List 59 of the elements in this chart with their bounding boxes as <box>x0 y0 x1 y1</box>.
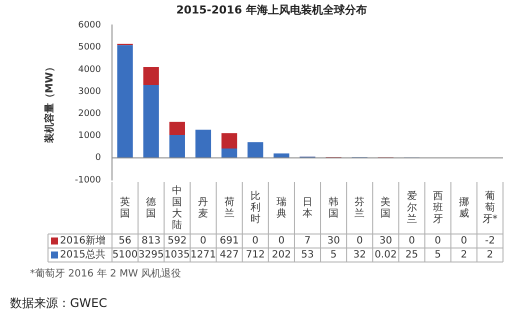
x-tick-label: 爱尔兰 <box>406 190 417 226</box>
data-label: 0 <box>200 236 206 247</box>
data-label: 53 <box>301 250 314 261</box>
y-tick-label: 1000 <box>78 131 102 142</box>
data-label: 0.02 <box>374 250 397 261</box>
data-label: 32 <box>353 250 366 261</box>
x-tick-label: 德国 <box>146 196 156 220</box>
data-label: 3295 <box>138 250 164 261</box>
x-tick-label: 日本 <box>302 196 312 220</box>
text: *葡萄牙 2016 年 2 MW 风机退役 <box>30 268 182 280</box>
x-tick-label: 芬兰 <box>354 196 365 220</box>
x-tick-label: 中国大陆 <box>172 184 182 231</box>
data-label: 0 <box>460 236 468 247</box>
y-tick-label: 2000 <box>78 109 102 119</box>
source-note: 数据来源：GWEC <box>10 296 108 310</box>
data-label: 0 <box>408 236 415 247</box>
data-label: 30 <box>379 236 392 247</box>
x-tick-label: 美国 <box>380 196 391 220</box>
chart-title: 2015-2016 年海上风电装机全球分布 <box>176 3 367 16</box>
x-tick-label: 葡萄牙* <box>482 190 498 226</box>
data-label: 5 <box>434 250 442 261</box>
x-tick-label: 丹麦 <box>198 196 208 220</box>
y-tick-label: 5000 <box>78 42 102 53</box>
y-tick-label: 4000 <box>78 64 102 75</box>
data-label: 5100 <box>112 250 138 261</box>
x-tick-label: 瑞典 <box>276 196 286 220</box>
data-label: 7 <box>304 236 311 247</box>
legend-label: 2016新增 <box>60 234 106 247</box>
legend-label: 2015总共 <box>60 248 106 261</box>
data-label: 25 <box>405 250 418 261</box>
y-tick-label: 0 <box>95 153 102 164</box>
x-tick-label: 挪威 <box>458 196 469 220</box>
x-tick-label: 西班牙 <box>432 191 443 226</box>
data-label: 30 <box>327 236 340 247</box>
y-tick-label: -1000 <box>74 175 102 186</box>
data-label: 56 <box>118 236 132 247</box>
data-label: 427 <box>220 250 239 261</box>
data-label: 712 <box>246 250 265 261</box>
x-tick-label: 韩国 <box>328 196 339 220</box>
y-tick-label: 6000 <box>78 20 102 31</box>
data-label: 2 <box>460 250 468 261</box>
data-label: 2 <box>486 250 494 261</box>
data-label: 1035 <box>164 250 190 261</box>
data-label: 592 <box>168 236 187 247</box>
y-tick-label: 3000 <box>78 86 102 97</box>
data-label: 0 <box>252 236 259 247</box>
data-label: -2 <box>484 236 495 247</box>
data-label: 5 <box>330 250 337 261</box>
data-label: 813 <box>142 236 161 247</box>
data-label: 0 <box>434 236 442 247</box>
data-label: 1271 <box>190 250 216 261</box>
x-tick-label: 荷兰 <box>224 196 234 220</box>
data-label: 691 <box>220 236 239 247</box>
x-tick-label: 英国 <box>120 196 130 220</box>
data-label: 0 <box>356 236 363 247</box>
data-label: 202 <box>272 250 291 261</box>
x-tick-label: 比利时 <box>250 190 260 226</box>
y-axis-title: 装机容量（MW） <box>44 62 56 144</box>
data-label: 0 <box>278 236 285 247</box>
